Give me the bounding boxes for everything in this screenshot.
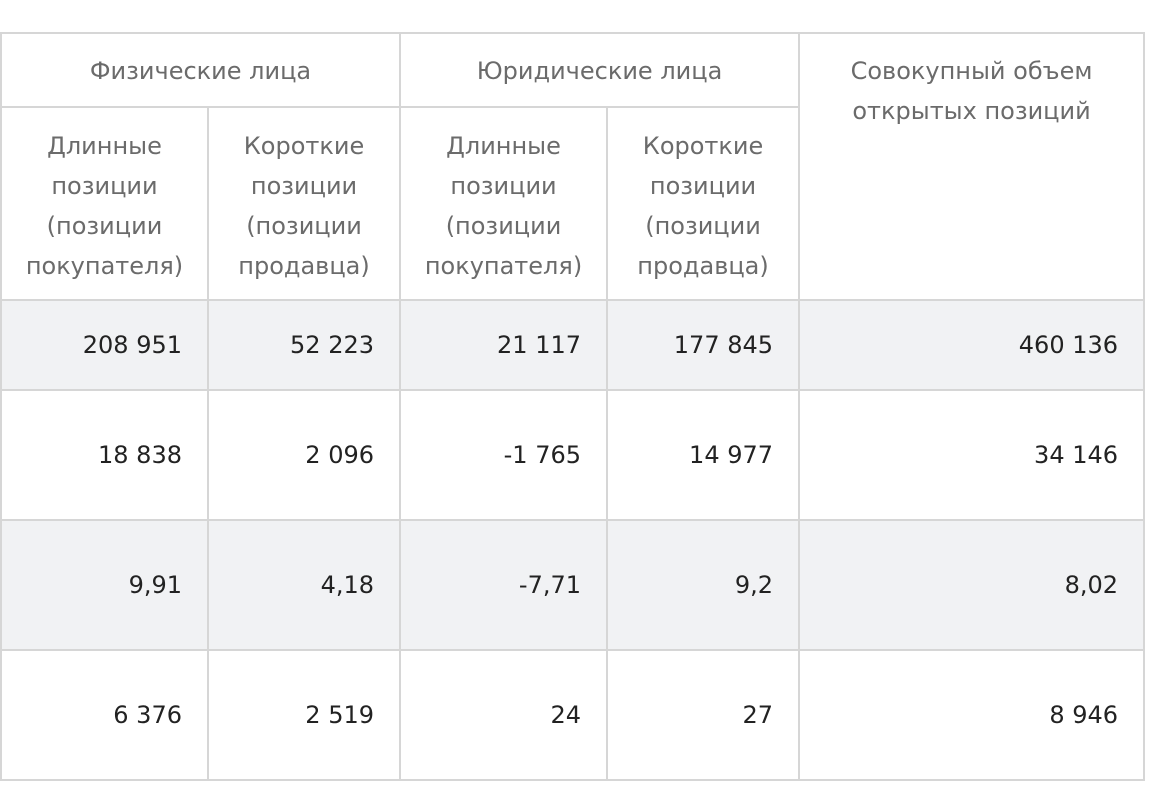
cell: 14 977: [606, 389, 801, 521]
cell: 8 946: [798, 649, 1146, 781]
positions-table: Физические лица Юридические лица Совокуп…: [0, 32, 1146, 781]
cell: 6 376: [0, 649, 209, 781]
sub-header: Короткие позиции (позиции продавца): [206, 106, 402, 301]
data-row: 208 951 52 223 21 117 177 845 460 136: [0, 299, 1146, 391]
cell: 2 519: [206, 649, 402, 781]
group-header: Физические лица: [0, 32, 402, 108]
data-row: 18 838 2 096 -1 765 14 977 34 146: [0, 389, 1146, 521]
cell: -7,71: [399, 519, 609, 651]
cell: 208 951: [0, 299, 209, 391]
header-row: Физические лица Юридические лица Совокуп…: [0, 32, 1146, 301]
cell: 460 136: [798, 299, 1146, 391]
cell: 4,18: [206, 519, 402, 651]
group-header: Совокупный объем открытых позиций: [798, 32, 1146, 301]
cell: 9,91: [0, 519, 209, 651]
data-row: 9,91 4,18 -7,71 9,2 8,02: [0, 519, 1146, 651]
table-body: 208 951 52 223 21 117 177 845 460 136 18 838 2…: [0, 299, 1146, 781]
cell: -1 765: [399, 389, 609, 521]
cell: 8,02: [798, 519, 1146, 651]
data-row: 6 376 2 519 24 27 8 946: [0, 649, 1146, 781]
sub-header: Длинные позиции (позиции покупателя): [399, 106, 609, 301]
cell: 27: [606, 649, 801, 781]
subheader-row: Длинные позиции (позиции покупателя) Кор…: [0, 106, 1144, 301]
cell: 52 223: [206, 299, 402, 391]
cell: 21 117: [399, 299, 609, 391]
cell: 34 146: [798, 389, 1146, 521]
cell: 18 838: [0, 389, 209, 521]
cell: 9,2: [606, 519, 801, 651]
group-header: Юридические лица: [399, 32, 801, 108]
cell: 177 845: [606, 299, 801, 391]
sub-header: Короткие позиции (позиции продавца): [606, 106, 801, 301]
cell: 24: [399, 649, 609, 781]
sub-header: Длинные позиции (позиции покупателя): [0, 106, 209, 301]
cell: 2 096: [206, 389, 402, 521]
